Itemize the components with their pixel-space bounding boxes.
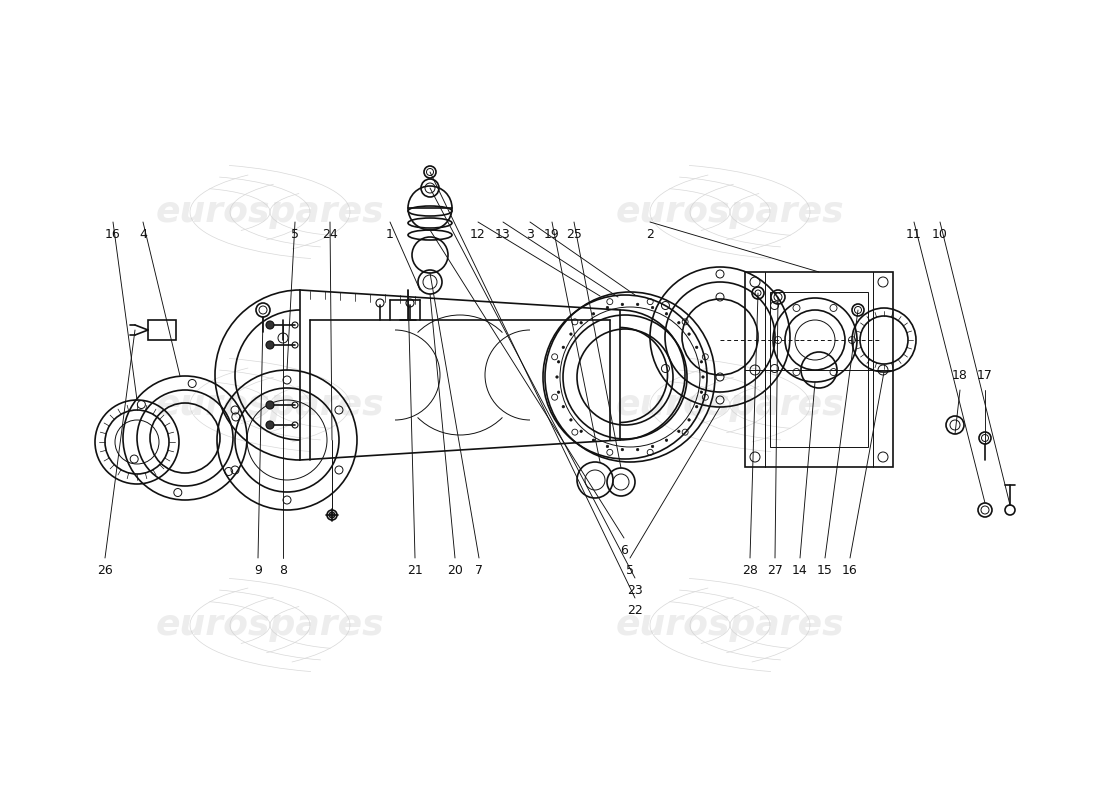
Circle shape	[621, 303, 624, 306]
Text: 19: 19	[544, 228, 560, 241]
Text: 15: 15	[817, 564, 833, 577]
Bar	[770, 292, 868, 447]
Circle shape	[592, 439, 595, 442]
Text: 3: 3	[526, 228, 534, 241]
Circle shape	[621, 449, 624, 451]
Text: 20: 20	[447, 564, 463, 577]
Circle shape	[688, 333, 691, 335]
Bar	[745, 272, 893, 467]
Text: 24: 24	[322, 228, 338, 241]
Text: 23: 23	[627, 584, 642, 597]
Circle shape	[688, 418, 691, 421]
Text: 14: 14	[792, 564, 807, 577]
Circle shape	[637, 303, 639, 306]
Text: eurospares: eurospares	[616, 388, 845, 422]
Circle shape	[695, 346, 697, 349]
Text: 11: 11	[906, 228, 922, 241]
Circle shape	[666, 439, 668, 442]
Circle shape	[701, 391, 703, 394]
Circle shape	[562, 346, 564, 349]
Circle shape	[329, 512, 336, 518]
Text: 18: 18	[953, 369, 968, 382]
Text: 13: 13	[495, 228, 510, 241]
Text: eurospares: eurospares	[616, 608, 845, 642]
Circle shape	[606, 306, 608, 309]
Circle shape	[678, 430, 680, 433]
Text: eurospares: eurospares	[616, 195, 845, 229]
Circle shape	[266, 421, 274, 429]
Circle shape	[637, 449, 639, 451]
Circle shape	[558, 361, 560, 363]
Text: eurospares: eurospares	[156, 195, 384, 229]
Text: 1: 1	[386, 228, 394, 241]
Circle shape	[266, 341, 274, 349]
Text: 9: 9	[254, 564, 262, 577]
Circle shape	[695, 406, 697, 408]
Text: 16: 16	[106, 228, 121, 241]
Circle shape	[266, 321, 274, 329]
Text: 5: 5	[626, 564, 634, 577]
Circle shape	[562, 406, 564, 408]
Circle shape	[558, 391, 560, 394]
Text: 25: 25	[566, 228, 582, 241]
Circle shape	[570, 333, 572, 335]
Bar	[148, 320, 176, 340]
Circle shape	[606, 446, 608, 448]
Text: 28: 28	[742, 564, 758, 577]
Circle shape	[702, 376, 704, 378]
Circle shape	[666, 313, 668, 315]
Text: 10: 10	[932, 228, 948, 241]
Text: 16: 16	[843, 564, 858, 577]
Circle shape	[556, 376, 558, 378]
Circle shape	[580, 430, 582, 433]
Text: 4: 4	[139, 228, 147, 241]
Text: 26: 26	[97, 564, 113, 577]
Circle shape	[580, 322, 582, 324]
Text: 27: 27	[767, 564, 783, 577]
Text: 2: 2	[646, 228, 653, 241]
Text: 17: 17	[977, 369, 993, 382]
Text: 5: 5	[292, 228, 299, 241]
Circle shape	[570, 418, 572, 421]
Text: 8: 8	[279, 564, 287, 577]
Text: 12: 12	[470, 228, 486, 241]
Circle shape	[266, 401, 274, 409]
Circle shape	[651, 446, 653, 448]
Circle shape	[678, 322, 680, 324]
Text: 21: 21	[407, 564, 422, 577]
Text: 6: 6	[620, 544, 628, 557]
Text: 22: 22	[627, 604, 642, 617]
Text: 7: 7	[475, 564, 483, 577]
Text: eurospares: eurospares	[156, 608, 384, 642]
Text: eurospares: eurospares	[156, 388, 384, 422]
Circle shape	[701, 361, 703, 363]
Circle shape	[592, 313, 595, 315]
Circle shape	[651, 306, 653, 309]
